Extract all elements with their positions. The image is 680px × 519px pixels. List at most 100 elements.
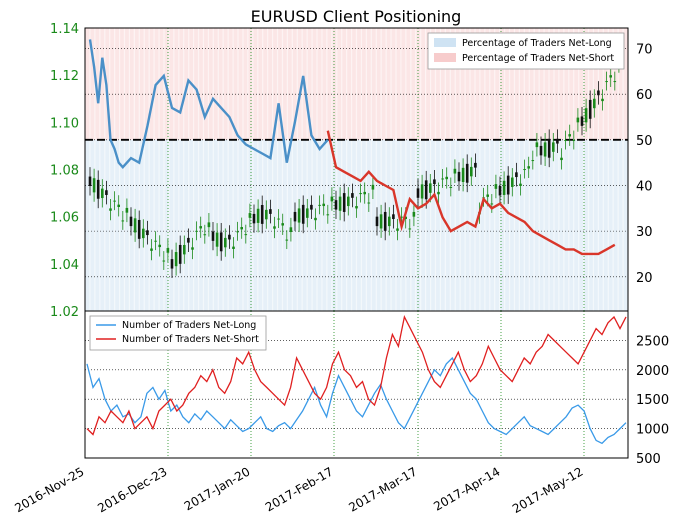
price-candle	[535, 142, 539, 148]
price-candle	[351, 193, 354, 198]
price-candle	[273, 226, 276, 229]
legend-swatch	[434, 53, 456, 62]
x-tick-label: 2017-Jan-20	[182, 464, 253, 513]
price-candle	[560, 157, 563, 161]
count-tick-label: 500	[636, 452, 661, 467]
price-candle	[367, 202, 371, 204]
price-candle	[404, 216, 407, 220]
bottom-legend	[89, 315, 267, 351]
price-candle	[248, 213, 252, 218]
price-candle	[195, 230, 198, 232]
legend-label: Percentage of Traders Net-Short	[462, 53, 614, 64]
price-candle	[347, 196, 350, 207]
price-candle	[232, 246, 235, 249]
price-candle	[392, 214, 395, 220]
price-candle	[588, 99, 592, 119]
price-candle	[416, 188, 420, 198]
x-tick-label: 2017-Feb-17	[263, 464, 336, 514]
price-candle	[527, 166, 530, 169]
price-candle	[580, 116, 584, 126]
legend-label: Number of Traders Net-Short	[122, 334, 259, 345]
price-candle	[465, 163, 469, 183]
price-candle	[408, 228, 412, 230]
price-candle	[375, 216, 379, 227]
price-candle	[396, 228, 399, 231]
price-candle	[584, 108, 588, 123]
price-candle	[158, 244, 161, 248]
price-candle	[211, 231, 215, 241]
price-candle	[207, 222, 211, 228]
right-tick-label: 60	[636, 88, 653, 103]
price-candle	[191, 247, 194, 250]
price-candle	[441, 178, 444, 180]
price-candle	[359, 193, 362, 195]
price-candle	[178, 244, 182, 264]
price-candle	[371, 184, 375, 190]
price-candle	[502, 180, 506, 195]
price-candle	[474, 162, 477, 168]
x-tick-label: 2017-May-12	[510, 464, 585, 516]
price-candle	[547, 138, 551, 158]
price-candle	[420, 184, 424, 199]
price-candle	[113, 200, 116, 202]
price-candle	[88, 176, 92, 187]
price-candle	[449, 186, 453, 188]
count-tick-label: 1500	[636, 393, 669, 408]
right-tick-label: 20	[636, 271, 653, 286]
x-tick-label: 2016-Dec-23	[95, 464, 169, 515]
price-candle	[523, 169, 526, 171]
price-candle	[260, 205, 264, 224]
price-candle	[215, 232, 219, 247]
traders-count-panel: 500 1000 1500 2000 2500 Number of Traders Net…	[84, 310, 669, 467]
price-candle	[297, 208, 301, 223]
price-candle	[121, 220, 125, 222]
price-candle	[543, 142, 547, 157]
count-tick-label: 1000	[636, 423, 669, 438]
right-tick-label: 30	[636, 225, 653, 240]
price-candle	[326, 214, 330, 216]
price-candle	[146, 230, 149, 236]
price-candle	[228, 234, 231, 240]
price-candle	[334, 200, 338, 210]
price-candle	[552, 142, 555, 152]
price-candle	[293, 211, 297, 222]
price-candle	[314, 217, 317, 221]
legend-label: Number of Traders Net-Long	[122, 320, 256, 331]
right-tick-label: 70	[636, 43, 653, 58]
price-candle	[515, 172, 518, 178]
left-tick-label: 1.08	[50, 164, 79, 179]
price-candle	[252, 213, 256, 224]
price-candle	[461, 167, 465, 182]
price-candle	[342, 193, 346, 212]
price-candle	[355, 206, 358, 209]
net-short-count-line	[86, 314, 627, 436]
price-candle	[129, 216, 133, 227]
price-candle	[556, 138, 559, 144]
price-panel: 20 30 40 50 60 70 1.02 1.04 1.06 1.08 1.10 1.12 1.14…	[50, 22, 653, 320]
price-candle	[101, 188, 104, 199]
price-candle	[597, 90, 600, 96]
price-candle	[539, 145, 543, 156]
left-tick-label: 1.10	[50, 116, 79, 131]
price-candle	[224, 237, 227, 248]
price-candle	[330, 196, 334, 202]
price-candle	[388, 216, 391, 227]
price-candle	[457, 171, 461, 182]
price-candle	[576, 117, 580, 123]
price-candle	[109, 208, 112, 211]
count-tick-label: 2500	[636, 334, 669, 349]
price-candle	[564, 140, 567, 142]
price-candle	[506, 175, 510, 195]
legend-label: Percentage of Traders Net-Long	[462, 38, 612, 49]
price-candle	[433, 179, 436, 185]
x-tick-label: 2017-Apr-14	[431, 464, 502, 513]
price-candle	[236, 231, 239, 233]
price-candle	[105, 190, 108, 195]
price-candle	[383, 211, 387, 231]
price-candle	[125, 207, 129, 213]
price-candle	[187, 237, 190, 243]
price-candle	[490, 203, 494, 205]
top-legend	[427, 32, 625, 70]
price-candle	[281, 223, 284, 226]
price-candle	[306, 208, 309, 218]
